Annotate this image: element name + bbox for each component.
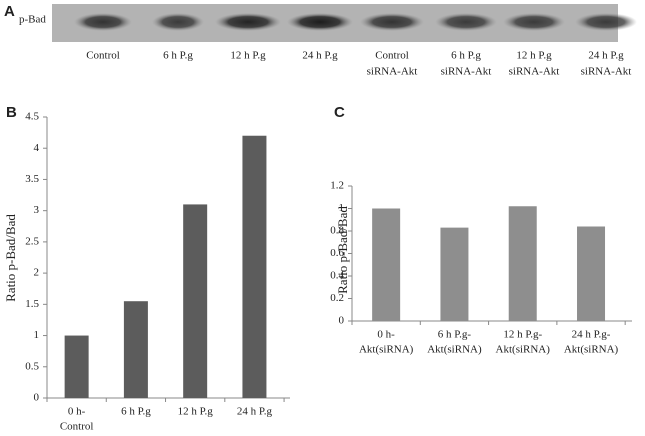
x-tick-label: Akt(siRNA) xyxy=(359,344,414,356)
y-tick-label: 0.2 xyxy=(330,292,344,304)
lane-label: Control xyxy=(375,50,409,62)
lane-label: siRNA-Akt xyxy=(367,66,418,78)
bar xyxy=(577,226,606,321)
x-tick-label: 6 h P.g- xyxy=(438,329,472,341)
lane-label: siRNA-Akt xyxy=(509,66,560,78)
blot-band xyxy=(74,13,132,31)
lane-label: 12 h P.g xyxy=(230,50,266,62)
blot-band xyxy=(215,13,281,31)
x-tick-label: Akt(siRNA) xyxy=(427,344,482,356)
y-axis-label: Ratio p-Bad/Bad xyxy=(335,206,350,294)
y-tick-label: 3.5 xyxy=(25,173,39,185)
x-tick-label: Akt(siRNA) xyxy=(496,344,551,356)
x-tick-label: 0 h- xyxy=(68,406,86,418)
bar xyxy=(242,135,267,398)
panel-label: C xyxy=(334,104,345,121)
y-tick-label: 4 xyxy=(34,142,40,154)
blot-band xyxy=(152,13,204,31)
x-tick-label: 12 h P.g- xyxy=(503,329,542,341)
lane-label: siRNA-Akt xyxy=(581,66,632,78)
y-axis-label: Ratio p-Bad/Bad xyxy=(3,214,18,302)
lane-label: 24 h P.g xyxy=(588,50,624,62)
bar xyxy=(183,204,208,398)
bar xyxy=(508,206,537,321)
blot-band xyxy=(435,13,497,31)
blot-band xyxy=(360,13,424,31)
y-tick-label: 0 xyxy=(339,315,345,327)
x-tick-label: 24 h P.g- xyxy=(572,329,611,341)
bar xyxy=(440,227,469,321)
y-tick-label: 2.5 xyxy=(25,235,39,247)
panel-label: B xyxy=(6,104,17,121)
lane-label: Control xyxy=(86,50,120,62)
blot-band xyxy=(287,13,353,31)
y-tick-label: 2 xyxy=(34,267,40,279)
y-tick-label: 0 xyxy=(34,392,40,404)
x-tick-label: Control xyxy=(60,421,94,433)
y-tick-label: 1 xyxy=(339,202,345,214)
lane-label: siRNA-Akt xyxy=(441,66,492,78)
lane-label: 24 h P.g xyxy=(302,50,338,62)
y-tick-label: 0.6 xyxy=(330,247,344,259)
lane-label: 6 h P.g xyxy=(163,50,193,62)
lane-label: 12 h P.g xyxy=(516,50,552,62)
panel-label: A xyxy=(4,3,15,20)
x-tick-label: Akt(siRNA) xyxy=(564,344,619,356)
x-tick-label: 6 h P.g xyxy=(121,406,151,418)
y-tick-label: 1.5 xyxy=(25,298,39,310)
y-tick-label: 0.4 xyxy=(330,270,344,282)
bar xyxy=(64,335,89,398)
row-label: p-Bad xyxy=(19,14,46,26)
x-tick-label: 0 h- xyxy=(377,329,395,341)
y-tick-label: 1 xyxy=(34,329,40,341)
y-tick-label: 4.5 xyxy=(25,111,39,123)
y-tick-label: 1.2 xyxy=(330,180,344,192)
y-tick-label: 3 xyxy=(34,204,40,216)
lane-label: 6 h P.g xyxy=(451,50,481,62)
y-tick-label: 0.5 xyxy=(25,360,39,372)
y-tick-label: 0.8 xyxy=(330,225,344,237)
x-tick-label: 24 h P.g xyxy=(237,406,273,418)
blot-band xyxy=(503,13,565,31)
bar xyxy=(372,208,401,321)
bar xyxy=(123,301,148,398)
blot-band xyxy=(575,13,637,31)
x-tick-label: 12 h P.g xyxy=(178,406,214,418)
